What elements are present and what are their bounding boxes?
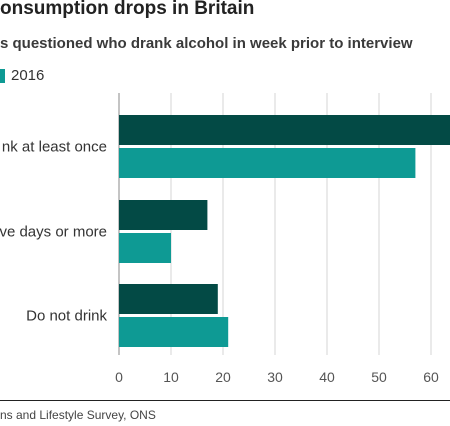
legend-swatch-2016 bbox=[0, 69, 5, 83]
bar-2016-1 bbox=[119, 233, 171, 263]
source-note: ns and Lifestyle Survey, ONS bbox=[0, 408, 156, 422]
x-tick-label-40: 40 bbox=[319, 369, 335, 385]
chart-subtitle: s questioned who drank alcohol in week p… bbox=[0, 35, 413, 52]
bar-series-0-2 bbox=[119, 284, 218, 314]
category-label-2: Do not drink bbox=[26, 308, 107, 325]
bar-series-0-1 bbox=[119, 200, 208, 230]
category-label-1: ve days or more bbox=[0, 224, 107, 241]
x-tick-label-50: 50 bbox=[371, 369, 387, 385]
bar-2016-0 bbox=[119, 148, 416, 178]
x-tick-label-10: 10 bbox=[163, 369, 179, 385]
x-tick-label-60: 60 bbox=[423, 369, 439, 385]
bar-2016-2 bbox=[119, 317, 229, 347]
legend-label-2016: 2016 bbox=[11, 67, 45, 84]
bar-series-0-0 bbox=[119, 115, 450, 145]
chart-title: onsumption drops in Britain bbox=[0, 0, 255, 19]
category-label-0: nk at least once bbox=[2, 139, 107, 156]
x-tick-label-0: 0 bbox=[115, 369, 123, 385]
x-tick-label-30: 30 bbox=[267, 369, 283, 385]
footer-divider bbox=[0, 400, 450, 401]
x-tick-label-20: 20 bbox=[215, 369, 231, 385]
